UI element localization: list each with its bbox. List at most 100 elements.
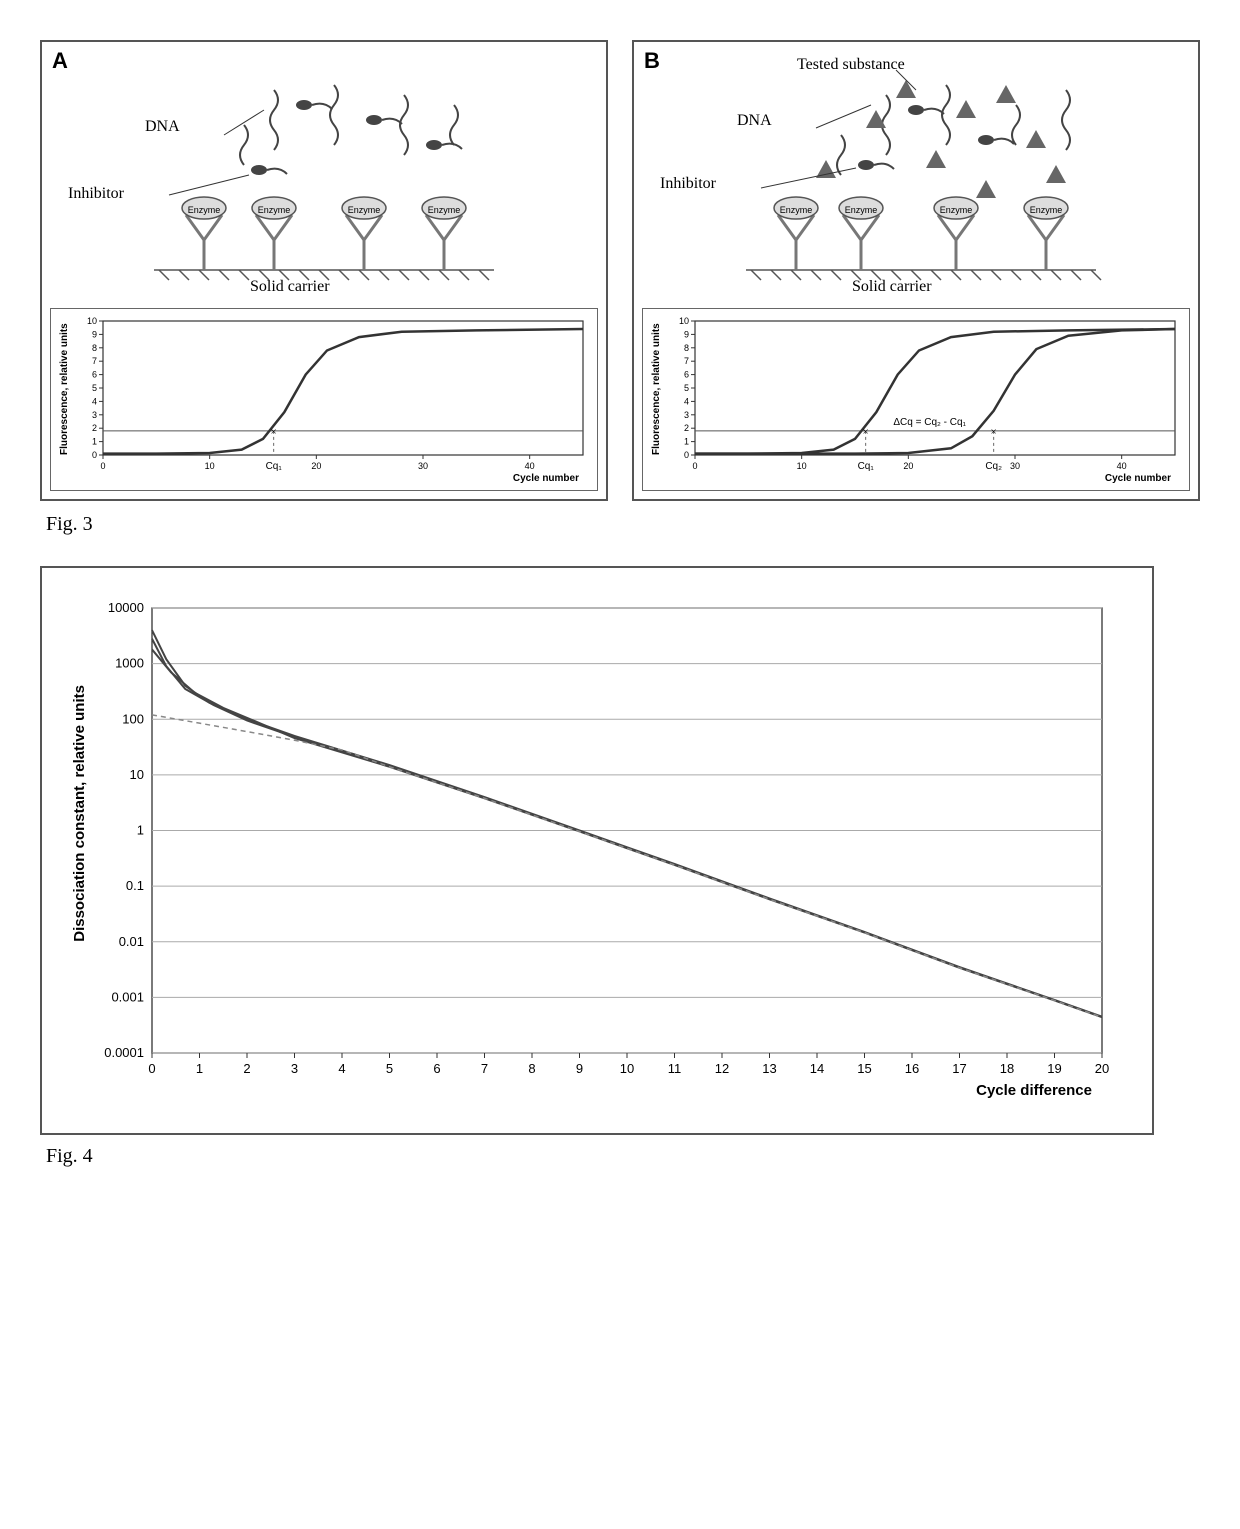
svg-text:2: 2 (684, 423, 689, 433)
dissociation-chart: 0.00010.0010.010.11101001000100000123456… (62, 588, 1122, 1108)
svg-text:100: 100 (122, 711, 144, 726)
svg-text:11: 11 (668, 1061, 682, 1076)
dna-label: DNA (145, 118, 180, 136)
svg-text:5: 5 (684, 383, 689, 393)
svg-text:1: 1 (137, 823, 144, 838)
svg-text:10: 10 (679, 316, 689, 326)
svg-text:8: 8 (92, 343, 97, 353)
figure3-panel-b: B (632, 40, 1200, 501)
svg-text:0: 0 (148, 1061, 155, 1076)
svg-text:Enzyme: Enzyme (845, 205, 878, 215)
svg-text:ΔCq = Cq₂ - Cq₁: ΔCq = Cq₂ - Cq₁ (893, 417, 966, 428)
svg-text:40: 40 (525, 461, 535, 471)
inhibitor-label: Inhibitor (68, 185, 124, 203)
svg-text:20: 20 (311, 461, 321, 471)
svg-text:7: 7 (684, 356, 689, 366)
dna-label: DNA (737, 112, 772, 130)
svg-text:2: 2 (243, 1061, 250, 1076)
panel-b-chart: 012345678910010203040Cq₁×Cq₂×ΔCq = Cq₂ -… (642, 308, 1190, 491)
svg-text:Enzyme: Enzyme (1030, 205, 1063, 215)
amplification-chart-a: 012345678910010203040Cq₁×Cycle numberFlu… (55, 313, 593, 483)
svg-text:0: 0 (100, 461, 105, 471)
svg-text:Cq₁: Cq₁ (858, 461, 875, 472)
svg-text:Cycle number: Cycle number (1105, 473, 1171, 483)
svg-text:14: 14 (810, 1061, 824, 1076)
svg-text:6: 6 (433, 1061, 440, 1076)
svg-text:10: 10 (620, 1061, 634, 1076)
svg-text:Enzyme: Enzyme (188, 205, 221, 215)
svg-text:1: 1 (684, 437, 689, 447)
svg-text:Cq₂: Cq₂ (985, 461, 1002, 472)
svg-text:5: 5 (92, 383, 97, 393)
tested-substance-icon (816, 80, 1066, 198)
svg-text:9: 9 (576, 1061, 583, 1076)
svg-text:13: 13 (762, 1061, 776, 1076)
svg-text:7: 7 (92, 356, 97, 366)
svg-text:30: 30 (1010, 461, 1020, 471)
svg-text:10000: 10000 (108, 600, 144, 615)
panel-a-schematic: Enzyme Enzyme Enzyme Enzyme (50, 50, 598, 300)
svg-text:3: 3 (684, 410, 689, 420)
svg-text:17: 17 (952, 1061, 966, 1076)
svg-text:1000: 1000 (115, 656, 144, 671)
svg-text:Cycle number: Cycle number (513, 473, 579, 483)
panel-a-chart: 012345678910010203040Cq₁×Cycle numberFlu… (50, 308, 598, 491)
svg-text:5: 5 (386, 1061, 393, 1076)
inhibitor-label: Inhibitor (660, 175, 716, 193)
svg-text:Fluorescence, relative units: Fluorescence, relative units (59, 323, 70, 455)
svg-text:8: 8 (528, 1061, 535, 1076)
svg-text:Cycle difference: Cycle difference (976, 1082, 1092, 1099)
carrier-label: Solid carrier (250, 278, 330, 296)
svg-text:Enzyme: Enzyme (780, 205, 813, 215)
figure3-caption: Fig. 3 (46, 513, 1200, 536)
svg-text:6: 6 (92, 370, 97, 380)
svg-text:15: 15 (857, 1061, 871, 1076)
svg-text:3: 3 (291, 1061, 298, 1076)
amplification-chart-b: 012345678910010203040Cq₁×Cq₂×ΔCq = Cq₂ -… (647, 313, 1185, 483)
figure3-panels: A (40, 40, 1200, 501)
svg-text:4: 4 (338, 1061, 345, 1076)
dna-icon (240, 85, 458, 165)
svg-text:16: 16 (905, 1061, 919, 1076)
svg-text:0: 0 (692, 461, 697, 471)
svg-text:Fluorescence, relative units: Fluorescence, relative units (651, 323, 662, 455)
figure4-box: 0.00010.0010.010.11101001000100000123456… (40, 566, 1154, 1135)
svg-text:20: 20 (903, 461, 913, 471)
svg-text:9: 9 (684, 329, 689, 339)
svg-text:0.001: 0.001 (111, 989, 144, 1004)
tested-label: Tested substance (797, 56, 905, 74)
svg-text:18: 18 (1000, 1061, 1014, 1076)
svg-text:0.0001: 0.0001 (104, 1045, 144, 1060)
svg-text:×: × (271, 426, 277, 438)
svg-text:10: 10 (797, 461, 807, 471)
svg-text:40: 40 (1117, 461, 1127, 471)
svg-text:30: 30 (418, 461, 428, 471)
svg-text:10: 10 (205, 461, 215, 471)
svg-text:4: 4 (92, 396, 97, 406)
svg-text:9: 9 (92, 329, 97, 339)
panel-b-schematic: Enzyme Enzyme Enzyme Enzyme (642, 50, 1190, 300)
svg-text:×: × (991, 426, 997, 438)
inhibitor-icon (251, 100, 462, 175)
svg-text:2: 2 (92, 423, 97, 433)
svg-text:Enzyme: Enzyme (428, 205, 461, 215)
svg-text:20: 20 (1095, 1061, 1109, 1076)
svg-text:Enzyme: Enzyme (348, 205, 381, 215)
figure4-caption: Fig. 4 (46, 1145, 1200, 1168)
svg-text:0.01: 0.01 (119, 934, 144, 949)
svg-text:4: 4 (684, 396, 689, 406)
figure3-panel-a: A (40, 40, 608, 501)
svg-text:3: 3 (92, 410, 97, 420)
svg-text:6: 6 (684, 370, 689, 380)
svg-text:×: × (863, 426, 869, 438)
svg-text:12: 12 (715, 1061, 729, 1076)
svg-text:1: 1 (196, 1061, 203, 1076)
svg-text:0: 0 (92, 450, 97, 460)
svg-text:0: 0 (684, 450, 689, 460)
svg-text:Cq₁: Cq₁ (266, 461, 283, 472)
svg-text:7: 7 (481, 1061, 488, 1076)
svg-text:1: 1 (92, 437, 97, 447)
svg-text:Enzyme: Enzyme (258, 205, 291, 215)
carrier-label: Solid carrier (852, 278, 932, 296)
svg-text:0.1: 0.1 (126, 878, 144, 893)
